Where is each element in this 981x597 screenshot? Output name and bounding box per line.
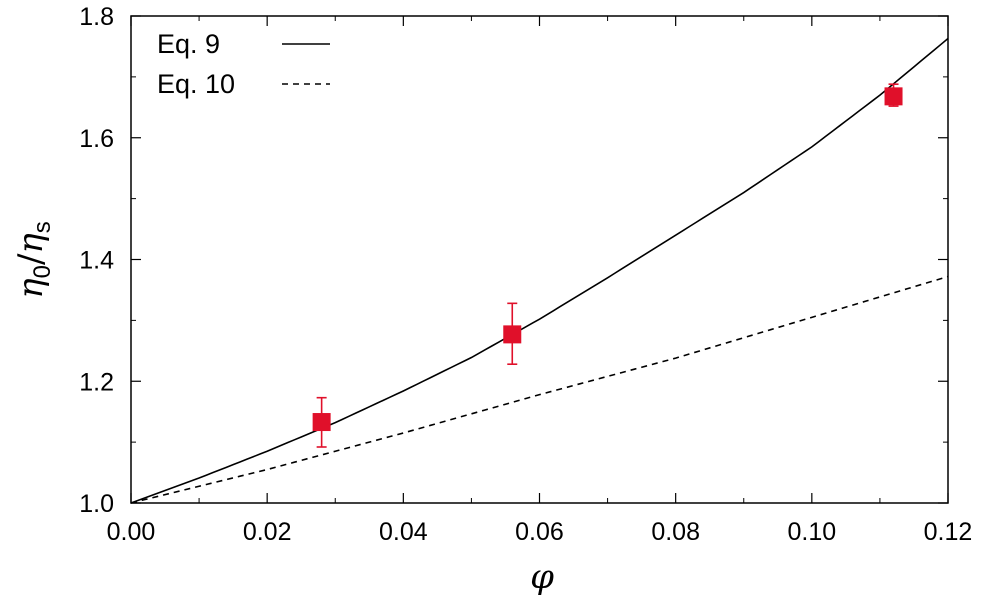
plot-frame bbox=[130, 15, 949, 504]
legend-label: Eq. 10 bbox=[157, 69, 235, 99]
series-line-eq9 bbox=[130, 37, 949, 504]
y-tick-label: 1.2 bbox=[79, 368, 114, 396]
x-tick-label: 0.08 bbox=[651, 518, 700, 546]
legend: Eq. 9 Eq. 10 bbox=[157, 29, 330, 99]
data-point bbox=[503, 325, 522, 344]
data-point bbox=[312, 413, 331, 432]
y-axis-title-main: η bbox=[11, 278, 51, 299]
y-axis-title-slash: / bbox=[11, 253, 51, 265]
series-group bbox=[130, 37, 949, 504]
legend-label: Eq. 9 bbox=[157, 29, 220, 59]
x-tick-label: 0.02 bbox=[243, 518, 292, 546]
x-tick-label: 0.00 bbox=[107, 518, 156, 546]
y-tick-label: 1.0 bbox=[79, 490, 114, 518]
x-axis: 0.00 0.02 0.04 0.06 0.08 0.10 0.12 bbox=[107, 16, 973, 546]
data-point bbox=[884, 87, 903, 106]
y-axis-title-main2: η bbox=[11, 233, 51, 254]
y-tick-label: 1.6 bbox=[79, 125, 114, 153]
plot-area bbox=[130, 15, 949, 504]
y-axis-title-sub1: 0 bbox=[29, 265, 56, 278]
x-tick-label: 0.10 bbox=[787, 518, 836, 546]
x-tick-label: 0.06 bbox=[515, 518, 564, 546]
y-axis: 1.0 1.2 1.4 1.6 1.8 bbox=[79, 3, 948, 518]
x-axis-title: φ bbox=[530, 557, 554, 597]
x-tick-label: 0.12 bbox=[924, 518, 973, 546]
y-tick-label: 1.4 bbox=[79, 247, 114, 275]
y-tick-label: 1.8 bbox=[79, 3, 114, 31]
y-axis-title: η0/ηs bbox=[11, 221, 56, 299]
y-axis-title-sub2: s bbox=[29, 221, 56, 233]
x-tick-label: 0.04 bbox=[379, 518, 428, 546]
series-line-eq10 bbox=[130, 275, 949, 504]
